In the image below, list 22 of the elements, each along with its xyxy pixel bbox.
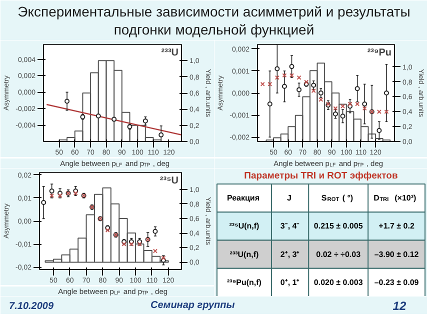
- text: Экспериментальные зависимости асимметрий и результаты подгонки модельной функцией: [18, 4, 410, 38]
- text: 0⁺, 1⁺: [280, 278, 300, 287]
- text: 0.215 ± 0.005: [314, 222, 364, 231]
- text: 12: [392, 299, 406, 313]
- text: ²³⁵U(n,f): [229, 222, 260, 231]
- text: 0.02 ÷ ÷0.03: [316, 250, 362, 259]
- text: –3.90 ± 0.12: [374, 250, 420, 259]
- text: ²³³U(n,f): [230, 250, 259, 259]
- text: Параметры TRI и ROT эффектов: [244, 170, 398, 182]
- category-label: J: [287, 194, 292, 203]
- text: +1.7 ± 0.2: [378, 222, 415, 231]
- text: –0.23 ± 0.09: [374, 278, 420, 287]
- text: 3⁻, 4⁻: [280, 222, 300, 231]
- text: ²³⁹Pu(n,f): [226, 278, 262, 287]
- text: 2⁺, 3⁺: [280, 250, 300, 259]
- text: 0.020 ± 0.003: [314, 278, 364, 287]
- annotation: ²³⁹Pu: [367, 48, 392, 58]
- annotation: ²³⁵U: [160, 176, 179, 186]
- category-label: Реакция: [226, 194, 260, 203]
- text: Семинар группы: [150, 300, 236, 311]
- annotation: ²³³U: [161, 48, 179, 58]
- text: 7.10.2009: [9, 301, 54, 312]
